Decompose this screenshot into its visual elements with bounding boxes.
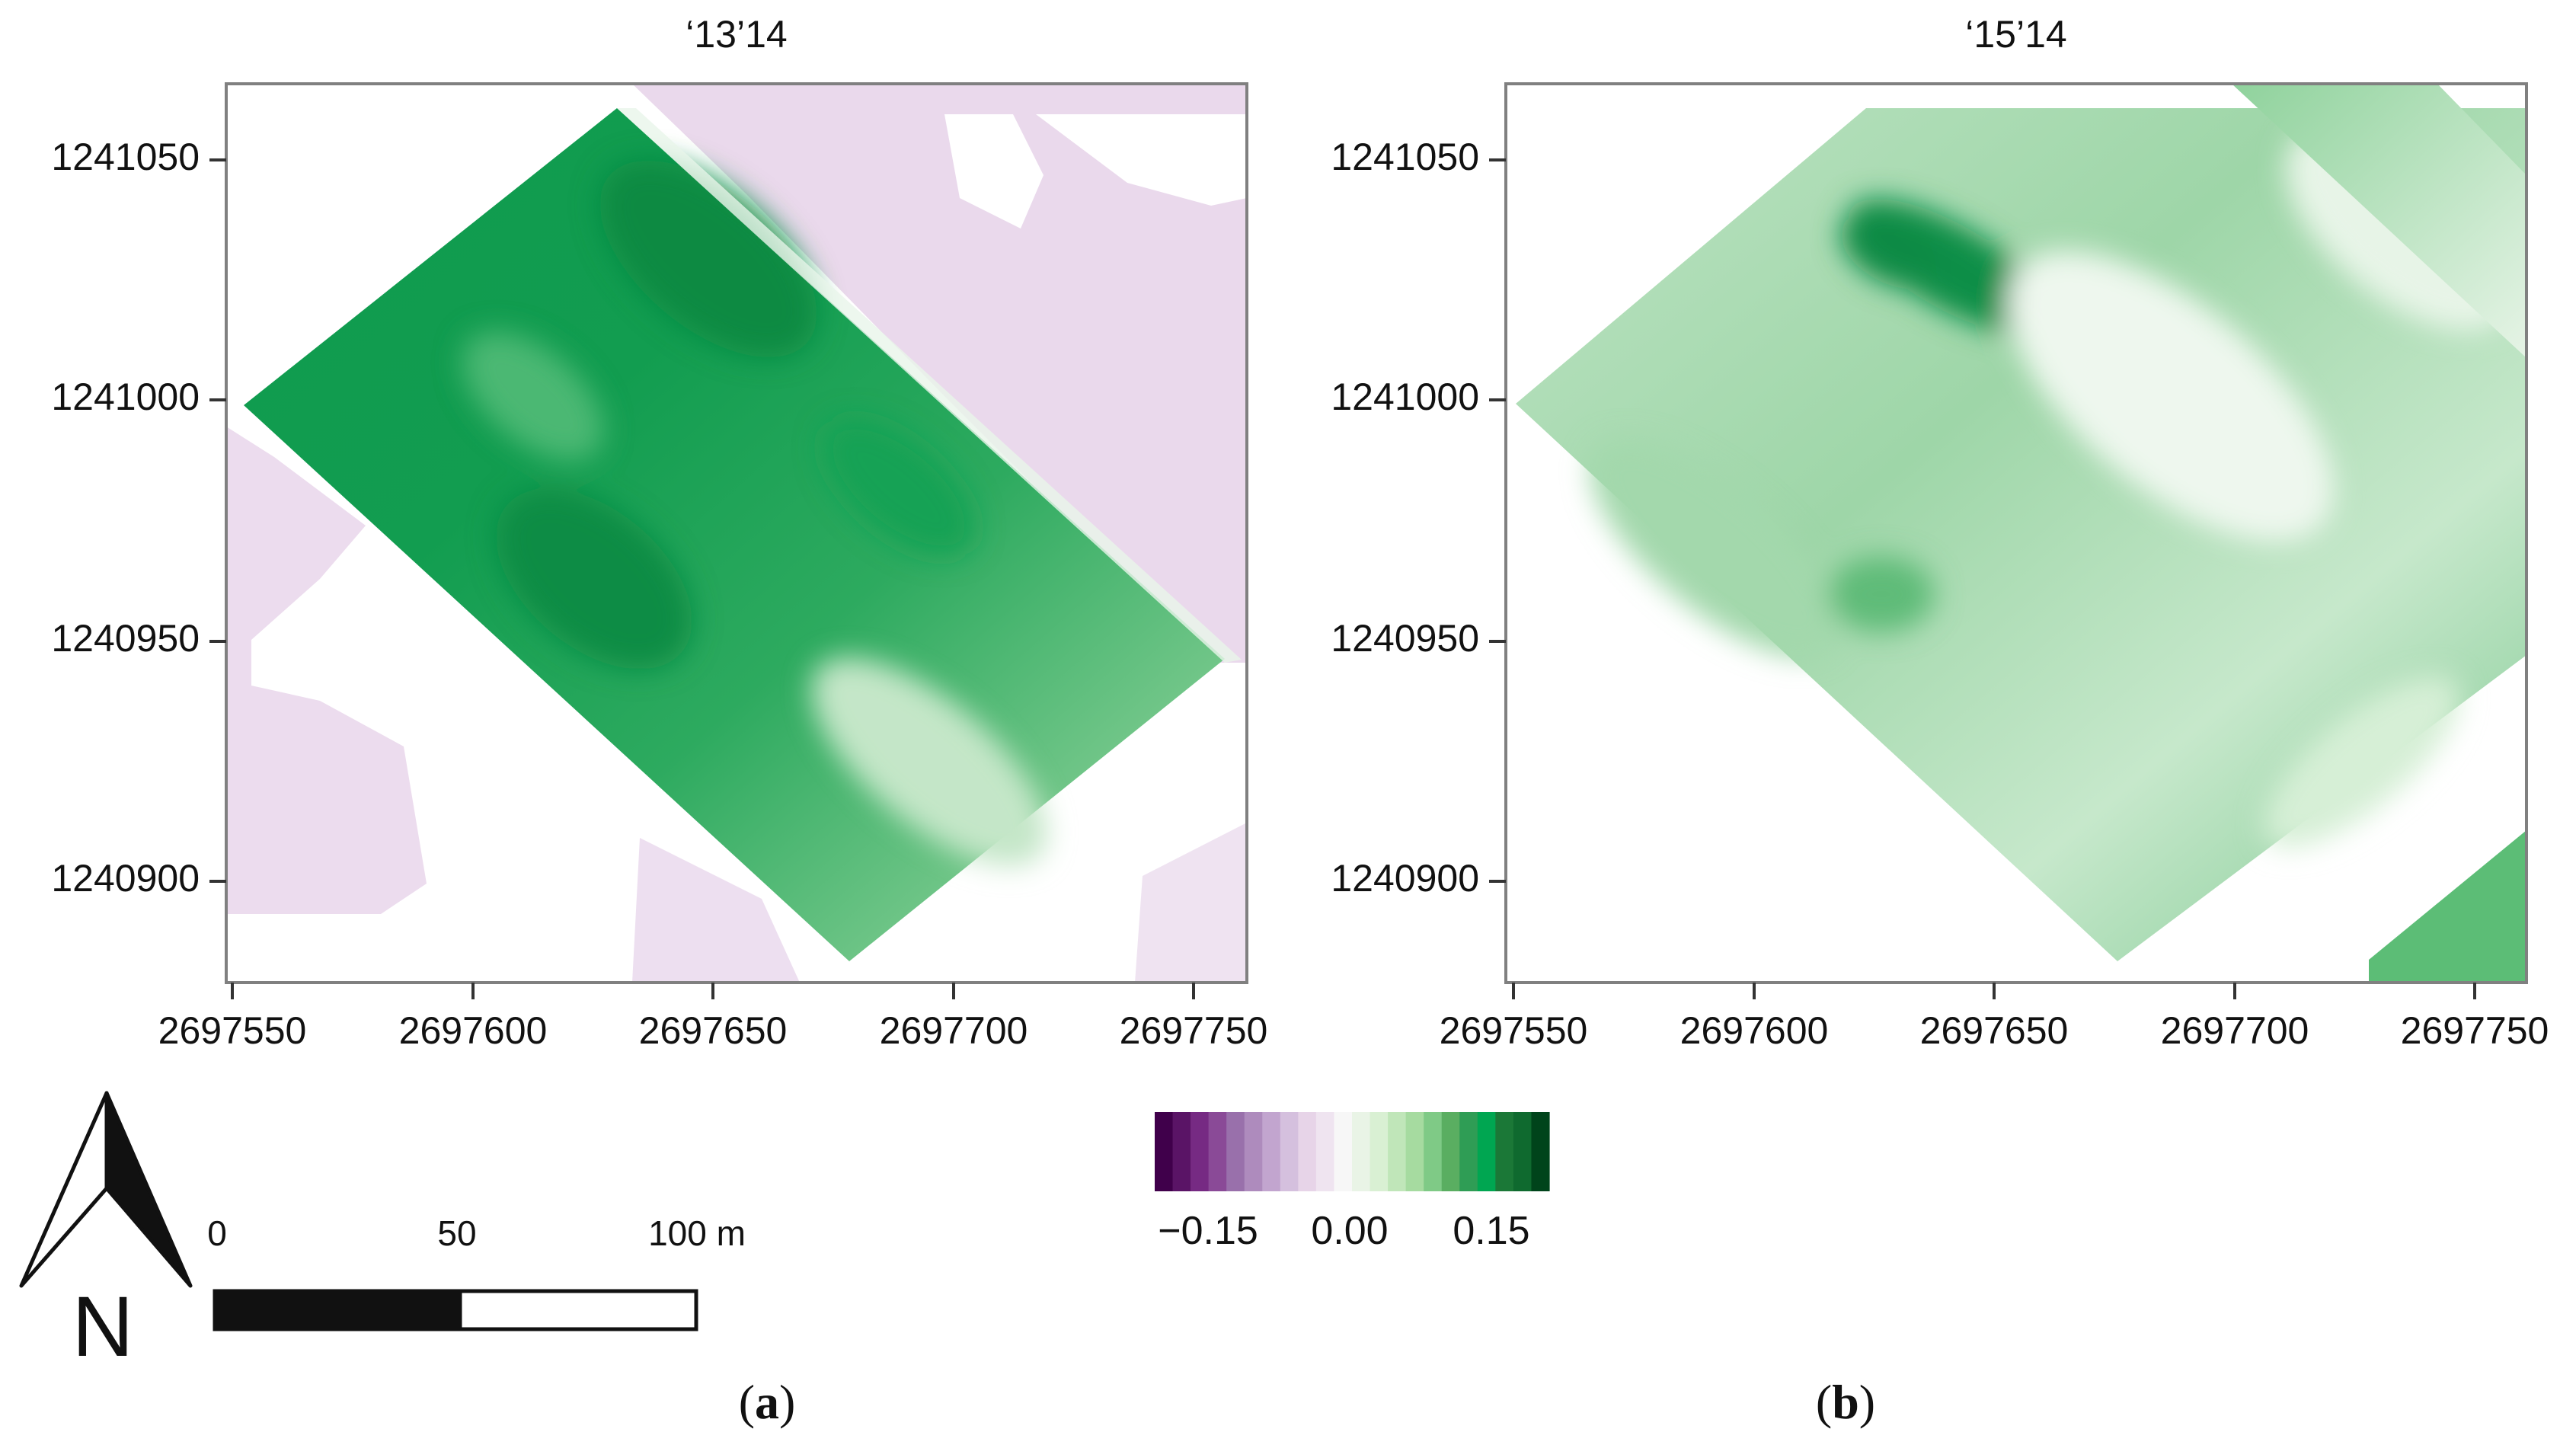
colorbar-tick-label: 0.15 [1453,1209,1529,1253]
colorbar-swatch [1208,1112,1227,1191]
scale-label: 0 [207,1213,227,1253]
panel-a-frame [225,82,1248,984]
north-arrow-left-half [19,1091,109,1288]
panel-a-gap [944,114,1044,229]
colorbar-swatch [1495,1112,1514,1191]
x-tick-label: 2697550 [158,1009,307,1052]
caption-b: (b) [1816,1375,1875,1429]
panel-b-field [1516,108,2526,961]
x-tick-label: 2697600 [399,1009,548,1052]
colorbar-swatch [1262,1112,1281,1191]
scale-bar-black-segment [213,1289,462,1331]
panel-a-gap [1036,114,1247,206]
y-tick-label: 1241000 [51,376,200,418]
scale-label: 100 m [648,1213,746,1253]
x-tick-label: 2697700 [2161,1009,2309,1052]
panel-a-edge [617,108,1242,663]
colorbar-swatch [1334,1112,1353,1191]
colorbar-tick-label: 0.00 [1311,1209,1388,1253]
colorbar-swatch [1226,1112,1245,1191]
panel-a-negative-area-bottomright [1135,823,1247,983]
y-tick-label: 1240900 [51,857,200,900]
y-tick-label: 1240950 [51,617,200,660]
north-arrow: N [19,1091,193,1374]
scale-bar-white-segment [458,1289,698,1331]
scale-bar: 0 50 100 m [207,1213,746,1331]
panel-b-raster [1516,84,2526,983]
panel-a-negative-area-left [226,427,427,914]
colorbar-swatch [1441,1112,1460,1191]
x-tick-label: 2697650 [1920,1009,2069,1052]
colorbar-swatch [1280,1112,1299,1191]
colorbar-swatch [1172,1112,1191,1191]
panel-b-x-axis: 2697550 2697600 2697650 2697700 2697750 [1440,983,2549,1052]
colorbar-swatches [1155,1112,1550,1191]
x-tick-label: 2697600 [1680,1009,1829,1052]
y-tick-label: 1240950 [1331,617,1479,660]
panel-a-dark-patches [462,160,1047,866]
y-tick-label: 1241000 [1331,376,1479,418]
panel-b-strip [2232,84,2526,358]
panel-a-negative-area-bottom [632,838,800,983]
colorbar-swatch [1244,1112,1263,1191]
y-tick-label: 1241050 [51,136,200,178]
colorbar-swatch [1388,1112,1407,1191]
panel-b-title: ‘15’14 [1965,13,2066,56]
x-tick-label: 2697650 [639,1009,788,1052]
panel-a-negative-area-upper [632,84,1247,663]
colorbar-tick-label: −0.15 [1158,1209,1258,1253]
colorbar-swatch [1315,1112,1335,1191]
colorbar-swatch [1513,1112,1532,1191]
y-tick-label: 1240900 [1331,857,1479,900]
colorbar-swatch [1405,1112,1424,1191]
panel-b-frame [1504,82,2528,984]
panel-a: ‘13’14 [51,13,1267,1052]
colorbar-swatch [1369,1112,1389,1191]
panel-a-raster [226,84,1247,983]
colorbar: −0.15 0.00 0.15 [1155,1112,1550,1253]
x-tick-label: 2697750 [2401,1009,2549,1052]
panel-a-x-axis: 2697550 2697600 2697650 2697700 2697750 [158,983,1268,1052]
caption-a: (a) [739,1375,796,1429]
colorbar-swatch [1191,1112,1210,1191]
north-letter: N [72,1279,134,1374]
colorbar-swatch [1298,1112,1317,1191]
panel-a-title: ‘13’14 [686,13,787,56]
north-arrow-right-half [104,1091,193,1288]
x-tick-label: 2697700 [880,1009,1028,1052]
colorbar-swatch [1477,1112,1496,1191]
panel-b-corner-field [2369,830,2526,983]
x-tick-label: 2697550 [1440,1009,1588,1052]
x-tick-label: 2697750 [1120,1009,1268,1052]
colorbar-swatch [1424,1112,1443,1191]
colorbar-swatch [1531,1112,1550,1191]
colorbar-swatch [1352,1112,1371,1191]
panel-b: ‘15’14 1241050 [1331,13,2549,1052]
colorbar-swatch [1459,1112,1478,1191]
colorbar-swatch [1155,1112,1174,1191]
panel-a-y-axis: 1241050 1241000 1240950 1240900 [51,136,226,900]
scale-label: 50 [437,1213,476,1253]
panel-b-y-axis: 1241050 1241000 1240950 1240900 [1331,136,1506,900]
y-tick-label: 1241050 [1331,136,1479,178]
